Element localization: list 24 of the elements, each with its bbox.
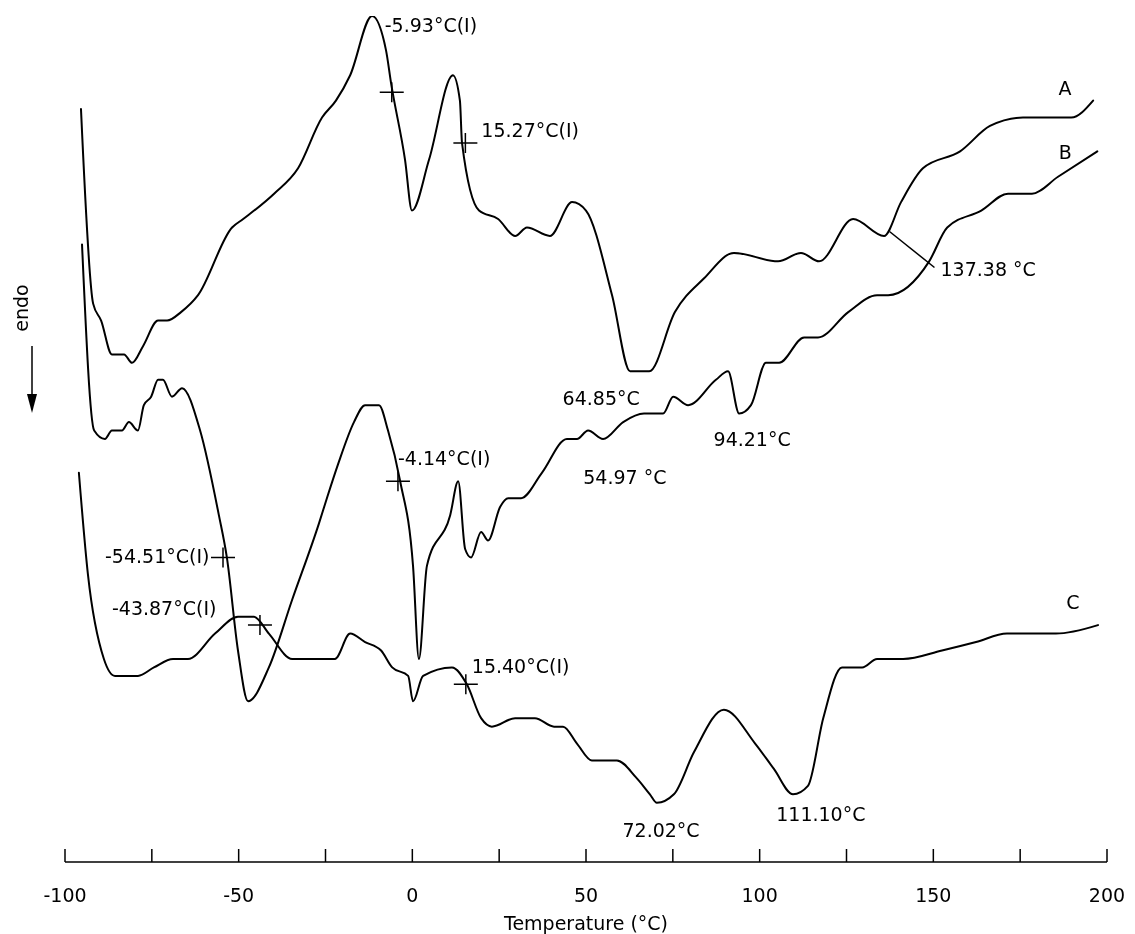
annotation: -54.51°C(I) (105, 545, 210, 568)
x-tick-label: -100 (43, 884, 87, 906)
x-tick-label: 0 (406, 884, 419, 906)
annotation: -4.14°C(I) (397, 447, 491, 470)
x-tick-label: 200 (1088, 884, 1126, 906)
x-tick-label: -50 (223, 884, 255, 906)
annotation: -5.93°C(I) (384, 14, 478, 37)
annotation: 94.21°C (713, 427, 791, 450)
annotation: 15.40°C(I) (471, 655, 570, 678)
series-label: C (1066, 591, 1080, 614)
annotation: 111.10°C (776, 803, 866, 826)
annotation: 137.38 °C (940, 257, 1036, 280)
x-tick-label: 50 (573, 884, 599, 906)
series-label: B (1058, 141, 1072, 164)
annotation: 64.85°C (562, 387, 640, 410)
x-tick-label: 150 (915, 884, 952, 906)
x-tick-label: 100 (741, 884, 778, 906)
x-axis-title: Temperature (°C) (503, 912, 668, 934)
annotation: -43.87°C(I) (111, 597, 217, 620)
annotation: 15.27°C(I) (481, 118, 579, 141)
y-axis-title: endo (9, 284, 32, 332)
annotation: 54.97 °C (583, 466, 667, 488)
annotation: 72.02°C (622, 818, 700, 841)
series-label: A (1058, 76, 1072, 99)
